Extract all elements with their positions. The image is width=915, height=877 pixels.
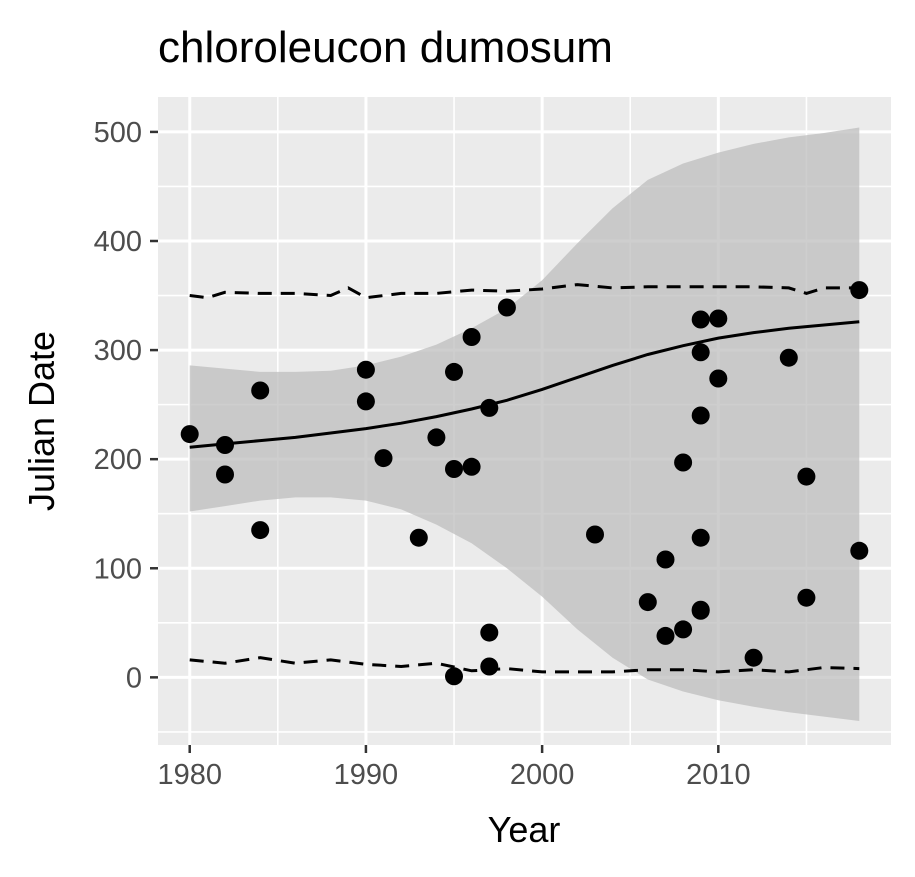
chart-title: chloroleucon dumosum — [158, 23, 613, 72]
data-point — [216, 436, 234, 454]
data-point — [779, 348, 798, 367]
data-point — [356, 392, 375, 411]
data-point — [586, 525, 604, 544]
data-point — [691, 528, 710, 547]
data-point — [180, 425, 199, 444]
data-point — [691, 310, 710, 329]
confidence-ribbon — [189, 127, 860, 721]
data-point — [445, 667, 463, 686]
y-tick-label: 500 — [94, 117, 142, 149]
y-tick-label: 200 — [94, 444, 142, 476]
data-point — [445, 362, 463, 381]
data-point — [251, 521, 270, 540]
data-point — [374, 449, 393, 468]
data-point — [797, 467, 816, 486]
data-point — [251, 381, 270, 400]
data-point — [691, 601, 710, 620]
upper-quantile-line — [189, 283, 860, 300]
data-point — [709, 309, 728, 328]
data-points — [180, 281, 869, 686]
y-tick-label: 300 — [94, 335, 142, 367]
data-point — [709, 369, 728, 388]
data-point — [638, 593, 657, 612]
data-point — [216, 465, 234, 484]
data-point — [356, 360, 375, 379]
fit-line — [189, 320, 860, 449]
x-tick-label: 1990 — [334, 759, 399, 791]
data-point — [674, 620, 693, 639]
data-point — [462, 457, 481, 476]
data-point — [850, 281, 869, 300]
data-point — [691, 406, 710, 425]
data-point — [691, 343, 710, 362]
x-tick-label: 2010 — [686, 759, 751, 791]
y-axis: 0 100 200 300 400 500 — [94, 117, 158, 694]
y-tick-label: 400 — [94, 226, 142, 258]
data-point — [656, 626, 675, 645]
x-tick-label: 2000 — [510, 759, 575, 791]
data-point — [497, 298, 516, 317]
data-point — [480, 623, 499, 642]
data-point — [480, 657, 499, 676]
data-point — [797, 588, 816, 607]
data-point — [462, 328, 481, 346]
x-axis: 1980 1990 2000 2010 — [157, 745, 751, 791]
data-point — [744, 648, 763, 667]
data-point — [480, 398, 499, 417]
y-axis-title: Julian Date — [21, 331, 62, 511]
data-point — [674, 453, 693, 472]
data-point — [850, 541, 869, 560]
x-axis-title: Year — [488, 809, 561, 850]
x-tick-label: 1980 — [157, 759, 222, 791]
data-point — [427, 428, 446, 447]
lower-quantile-line — [189, 656, 860, 674]
y-tick-label: 100 — [94, 553, 142, 585]
data-point — [656, 550, 675, 569]
data-point — [445, 460, 463, 478]
y-tick-label: 0 — [126, 662, 142, 694]
data-point — [409, 528, 428, 547]
